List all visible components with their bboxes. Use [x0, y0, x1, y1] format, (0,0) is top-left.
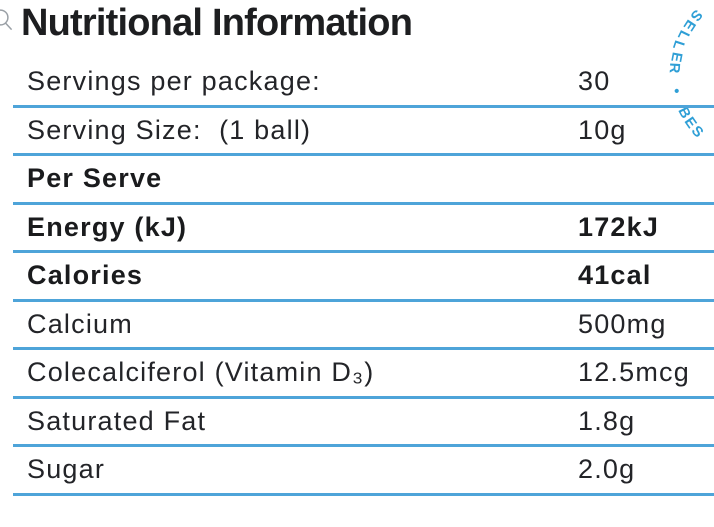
- row-value: 12.5mcg: [578, 357, 690, 388]
- row-label: Sugar: [27, 454, 106, 485]
- row-value: 10g: [578, 114, 627, 145]
- row-label: Calories: [27, 260, 144, 291]
- row-label: Colecalciferol (Vitamin D₃): [27, 357, 375, 388]
- row-value: 1.8g: [578, 405, 636, 436]
- badge-arc-letter: S: [686, 6, 705, 25]
- table-row: Saturated Fat 1.8g: [13, 399, 714, 447]
- badge-arc-letter: L: [669, 38, 688, 53]
- nutrition-table: Servings per package: 30 Serving Size: (…: [13, 59, 714, 496]
- image-zoom-magnifier-icon[interactable]: [0, 9, 14, 35]
- row-label: Servings per package:: [27, 66, 321, 97]
- row-value: 2.0g: [578, 454, 636, 485]
- row-label: Saturated Fat: [27, 405, 207, 436]
- row-value: 41cal: [578, 260, 652, 291]
- table-row: Calcium 500mg: [13, 302, 714, 350]
- row-label: Energy (kJ): [27, 211, 188, 242]
- row-value: 500mg: [578, 308, 667, 339]
- row-label: Per Serve: [27, 163, 163, 194]
- page-title: Nutritional Information: [21, 2, 413, 44]
- row-value: 172kJ: [578, 211, 660, 242]
- table-row: Colecalciferol (Vitamin D₃) 12.5mcg: [13, 350, 714, 399]
- table-row: Serving Size: (1 ball) 10g: [13, 108, 714, 156]
- table-row: Sugar 2.0g: [13, 447, 714, 496]
- table-row: Calories 41cal: [13, 253, 714, 302]
- row-label: Calcium: [27, 308, 133, 339]
- badge-arc-letter: L: [673, 27, 692, 43]
- row-label: Serving Size: (1 ball): [27, 114, 312, 145]
- table-row: Per Serve: [13, 156, 714, 205]
- row-value: 30: [578, 66, 611, 97]
- table-row: Energy (kJ) 172kJ: [13, 205, 714, 253]
- table-row: Servings per package: 30: [13, 59, 714, 108]
- badge-arc-letter: E: [679, 16, 698, 33]
